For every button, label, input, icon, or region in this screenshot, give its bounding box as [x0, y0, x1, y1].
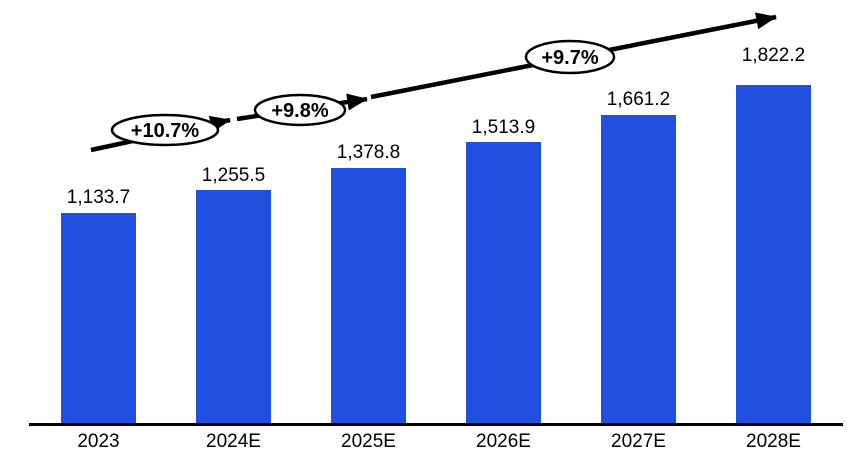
value-label-2025E: 1,378.8 — [336, 142, 401, 163]
value-label-2026E: 1,513.9 — [471, 116, 536, 138]
bar-2023 — [61, 212, 136, 423]
bar-2024E — [196, 190, 271, 423]
value-label-2027E: 1,661.2 — [606, 88, 671, 110]
bar-2026E — [466, 142, 541, 423]
bar-2027E — [601, 115, 676, 423]
value-label-2028E: 1,822.2 — [741, 45, 806, 67]
category-label-2026E: 2026E — [476, 431, 531, 452]
x-axis-line — [29, 423, 843, 426]
category-label-2025E: 2025E — [341, 431, 396, 452]
category-label-2024E: 2024E — [206, 431, 261, 452]
value-label-2024E: 1,255.5 — [201, 164, 266, 186]
bar-2025E — [331, 167, 406, 423]
category-label-2027E: 2027E — [611, 431, 666, 452]
bar-2028E — [736, 85, 811, 423]
category-label-2023: 2023 — [77, 431, 120, 452]
category-label-2028E: 2028E — [746, 431, 801, 452]
value-label-2023: 1,133.7 — [66, 187, 131, 209]
